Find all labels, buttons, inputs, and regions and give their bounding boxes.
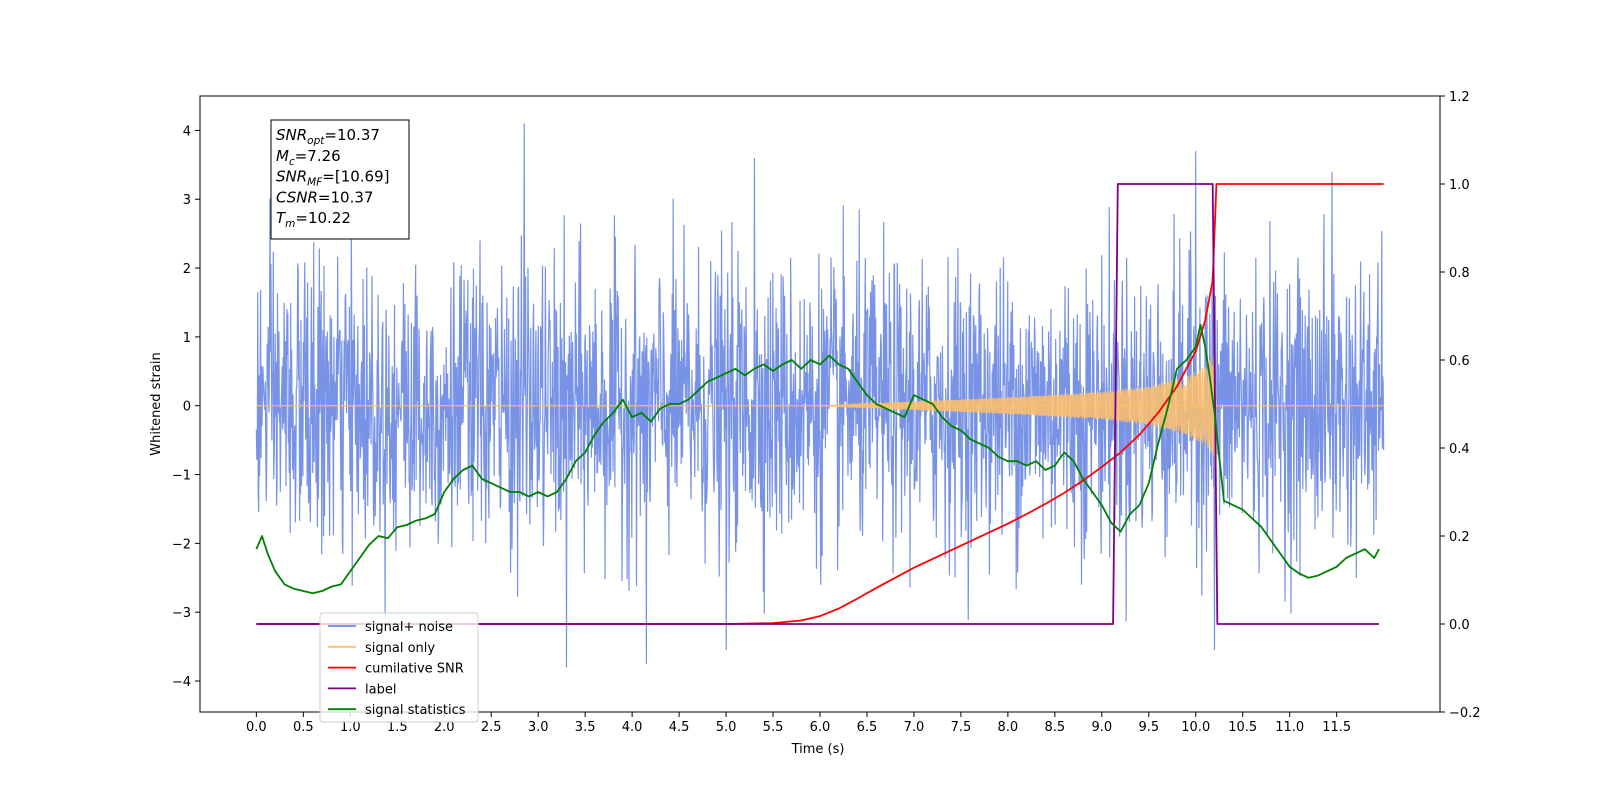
x-tick-label: 7.5 [951,720,972,735]
legend-entry: signal only [328,641,435,656]
annotation-symbol: M [276,147,289,165]
x-tick-label: 9.5 [1138,720,1159,735]
series-cumulative-snr [256,183,1384,625]
y-left-tick-label: 1 [183,331,191,346]
legend-label: label [365,682,396,697]
annotation-symbol: CSNR [276,188,318,206]
annotation-line: Mc=7.26 [276,147,341,168]
y-left-tick-label: 4 [183,124,191,139]
y-left-tick-label: 3 [183,193,191,208]
x-tick-label: 6.0 [810,720,831,735]
x-tick-label: 11.0 [1275,720,1304,735]
y-left-tick-label: −4 [172,675,191,690]
x-tick-label: 2.0 [434,720,455,735]
y-right-tick-label: 1.2 [1449,90,1470,105]
x-tick-label: 8.0 [998,720,1019,735]
x-tick-label: 3.5 [575,720,596,735]
x-tick-label: 10.5 [1228,720,1257,735]
y-left-tick-label: −2 [172,537,191,552]
annotation-value: =10.22 [295,209,351,227]
y-right-tick-label: 0.6 [1449,354,1470,369]
x-tick-label: 9.0 [1091,720,1112,735]
y-axis-label: Whitened strain [149,352,164,455]
legend-label: signal only [365,641,435,656]
annotation-symbol: T [276,209,287,227]
y-axis-left: 4 3 2 1 0 −1 −2 −3 −4 [172,124,200,690]
x-tick-label: 10.0 [1181,720,1210,735]
y-right-tick-label: 1.0 [1449,178,1470,193]
x-axis: 0.0 0.5 1.0 1.5 2.0 2.5 3.0 3.5 4.0 4.5 5.0 5.5 6.0 6… [246,712,1351,735]
y-right-tick-label: 0.8 [1449,266,1470,281]
y-right-tick-label: 0.2 [1449,530,1470,545]
legend-entry: label [328,682,396,697]
x-tick-label: 3.0 [528,720,549,735]
annotation-box: SNRopt=10.37Mc=7.26SNRMF=[10.69]CSNR=10.… [270,119,410,240]
series-signal-noise [255,123,1385,668]
annotation-frame [270,119,410,240]
x-axis-label: Time (s) [791,742,845,757]
legend-label: signal statistics [365,703,466,718]
x-tick-label: 6.5 [857,720,878,735]
annotation-subscript: MF [307,177,323,189]
annotation-value: =[10.69] [322,168,389,186]
annotation-subscript: opt [307,135,325,147]
y-right-tick-label: −0.2 [1449,706,1481,721]
x-tick-label: 1.0 [340,720,361,735]
annotation-line: SNRopt=10.37 [276,126,380,147]
series-layer [255,123,1385,668]
series-signal-only [256,357,1384,457]
legend-entry: signal statistics [328,703,466,718]
annotation-subscript: m [285,218,295,230]
legend-label: cumilative SNR [365,662,464,677]
legend-label: signal+ noise [365,620,453,635]
annotation-symbol: SNR [276,126,307,144]
x-tick-label: 4.5 [669,720,690,735]
x-tick-label: 11.5 [1322,720,1351,735]
annotation-subscript: c [289,156,295,168]
legend-entry: cumilative SNR [328,662,464,677]
annotation-value: =10.37 [324,126,380,144]
y-left-tick-label: 0 [183,400,191,415]
y-left-tick-label: 2 [183,262,191,277]
annotation-line: Tm=10.22 [276,209,351,230]
legend-frame [319,612,479,723]
y-axis-right: 1.2 1.0 0.8 0.6 0.4 0.2 0.0 −0.2 [1440,90,1481,721]
y-left-tick-label: −3 [172,606,191,621]
legend-entry: signal+ noise [328,620,453,635]
series-signal-statistics [255,323,1380,595]
y-left-tick-label: −1 [172,469,191,484]
legend: signal+ noise signal only cumilative SNR la… [319,612,479,723]
x-tick-label: 0.5 [293,720,314,735]
x-tick-label: 2.5 [481,720,502,735]
x-tick-label: 8.5 [1045,720,1066,735]
x-tick-label: 0.0 [246,720,267,735]
x-tick-label: 5.5 [763,720,784,735]
y-right-tick-label: 0.0 [1449,618,1470,633]
y-right-tick-label: 0.4 [1449,442,1470,457]
annotation-line: CSNR=10.37 [276,188,373,206]
x-tick-label: 5.0 [716,720,737,735]
annotation-value: =10.37 [318,188,374,206]
x-tick-label: 7.0 [904,720,925,735]
annotation-value: =7.26 [295,147,341,165]
series-label [256,183,1379,625]
signal-only-chirp [820,357,1217,457]
annotation-symbol: SNR [276,168,307,186]
x-tick-label: 4.0 [622,720,643,735]
x-tick-label: 1.5 [387,720,408,735]
annotation-line: SNRMF=[10.69] [276,168,390,189]
